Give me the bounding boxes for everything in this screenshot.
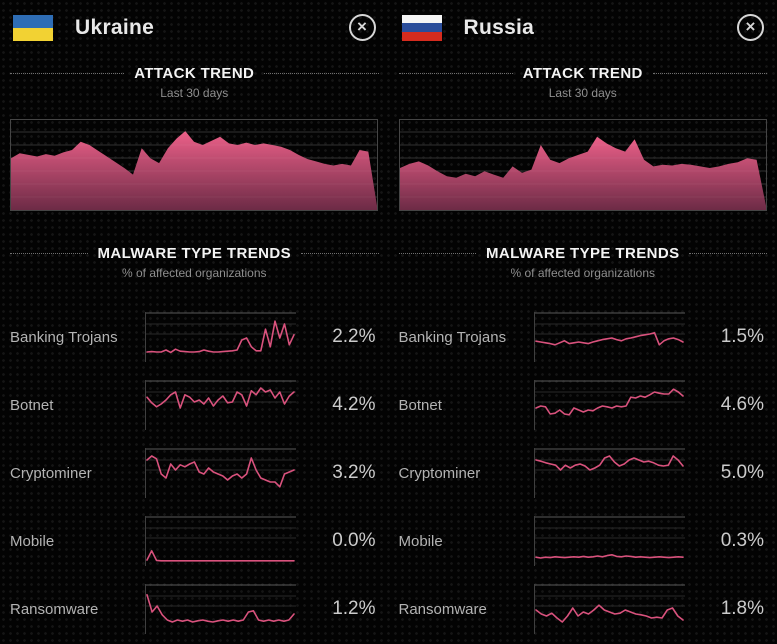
attack-trend-title: ATTACK TREND — [134, 64, 255, 82]
malware-row-cryptominer: Cryptominer 3.2% — [10, 439, 379, 507]
ukraine-flag-icon — [13, 14, 53, 41]
close-icon[interactable]: × — [737, 14, 764, 41]
malware-label: Mobile — [398, 532, 443, 550]
attack-trend-header: ATTACK TREND — [0, 63, 389, 83]
malware-trends-subtitle: % of affected organizations — [510, 266, 656, 280]
malware-value: 5.0% — [720, 462, 764, 483]
attack-trend-subtitle: Last 30 days — [548, 86, 617, 100]
malware-label: Mobile — [10, 532, 55, 550]
malware-sparkline-chart — [533, 312, 685, 362]
panel-header: Russia × — [389, 0, 777, 55]
malware-value: 1.5% — [720, 326, 764, 347]
malware-label: Ransomware — [10, 600, 99, 618]
malware-sparkline-chart — [145, 516, 296, 566]
dotted-divider — [264, 72, 379, 74]
malware-trends-header: MALWARE TYPE TRENDS — [0, 243, 389, 263]
malware-row-mobile: Mobile 0.0% — [10, 507, 379, 575]
malware-value: 1.2% — [332, 598, 376, 619]
malware-row-banking-trojans: Banking Trojans 1.5% — [399, 303, 768, 371]
malware-rows: Banking Trojans 1.5% Botnet 4.6% Cryptom… — [389, 303, 777, 643]
malware-value: 0.3% — [720, 530, 764, 551]
malware-row-botnet: Botnet 4.6% — [399, 371, 768, 439]
malware-row-cryptominer: Cryptominer 5.0% — [399, 439, 768, 507]
malware-sparkline-chart — [533, 584, 685, 634]
attack-trend-header: ATTACK TREND — [389, 63, 777, 83]
malware-sparkline-chart — [145, 584, 296, 634]
country-panel-russia: Russia × ATTACK TREND Last 30 days MALWA… — [389, 0, 777, 644]
malware-value: 1.8% — [720, 598, 764, 619]
malware-label: Banking Trojans — [10, 328, 118, 346]
dotted-divider — [10, 252, 88, 254]
malware-label: Ransomware — [398, 600, 487, 618]
malware-value: 2.2% — [332, 326, 376, 347]
malware-trends-header: MALWARE TYPE TRENDS — [389, 243, 777, 263]
panel-header: Ukraine × — [0, 0, 389, 55]
malware-value: 3.2% — [332, 462, 376, 483]
malware-sparkline-chart — [533, 380, 685, 430]
attack-trend-title: ATTACK TREND — [522, 64, 643, 82]
malware-sparkline-chart — [533, 448, 685, 498]
malware-sparkline-chart — [145, 380, 296, 430]
malware-value: 0.0% — [332, 530, 376, 551]
dotted-divider — [398, 72, 513, 74]
malware-trends-title: MALWARE TYPE TRENDS — [486, 244, 680, 262]
dotted-divider — [689, 252, 768, 254]
dotted-divider — [652, 72, 767, 74]
dotted-divider — [398, 252, 477, 254]
malware-label: Cryptominer — [398, 464, 481, 482]
malware-label: Botnet — [10, 396, 54, 414]
malware-sparkline-chart — [145, 448, 296, 498]
malware-sparkline-chart — [533, 516, 685, 566]
close-icon[interactable]: × — [348, 14, 376, 41]
dotted-divider — [10, 72, 125, 74]
malware-row-banking-trojans: Banking Trojans 2.2% — [10, 303, 379, 371]
russia-flag-icon — [401, 14, 442, 41]
attack-trend-area-chart — [10, 119, 378, 211]
attack-trend-subtitle: Last 30 days — [160, 86, 229, 100]
dotted-divider — [300, 252, 379, 254]
malware-sparkline-chart — [145, 312, 296, 362]
malware-row-mobile: Mobile 0.3% — [399, 507, 768, 575]
malware-row-ransomware: Ransomware 1.2% — [10, 575, 379, 643]
malware-rows: Banking Trojans 2.2% Botnet 4.2% Cryptom… — [0, 303, 389, 643]
malware-label: Botnet — [398, 396, 442, 414]
country-title: Ukraine — [75, 15, 155, 39]
country-panel-ukraine: Ukraine × ATTACK TREND Last 30 days MALW… — [0, 0, 389, 643]
malware-value: 4.2% — [332, 394, 376, 415]
malware-row-ransomware: Ransomware 1.8% — [399, 575, 768, 643]
malware-label: Banking Trojans — [398, 328, 507, 346]
country-title: Russia — [463, 15, 535, 39]
malware-value: 4.6% — [720, 394, 764, 415]
malware-trends-subtitle: % of affected organizations — [121, 266, 267, 280]
malware-row-botnet: Botnet 4.2% — [10, 371, 379, 439]
malware-trends-title: MALWARE TYPE TRENDS — [97, 244, 291, 262]
attack-trend-area-chart — [398, 119, 767, 211]
malware-label: Cryptominer — [10, 464, 92, 482]
